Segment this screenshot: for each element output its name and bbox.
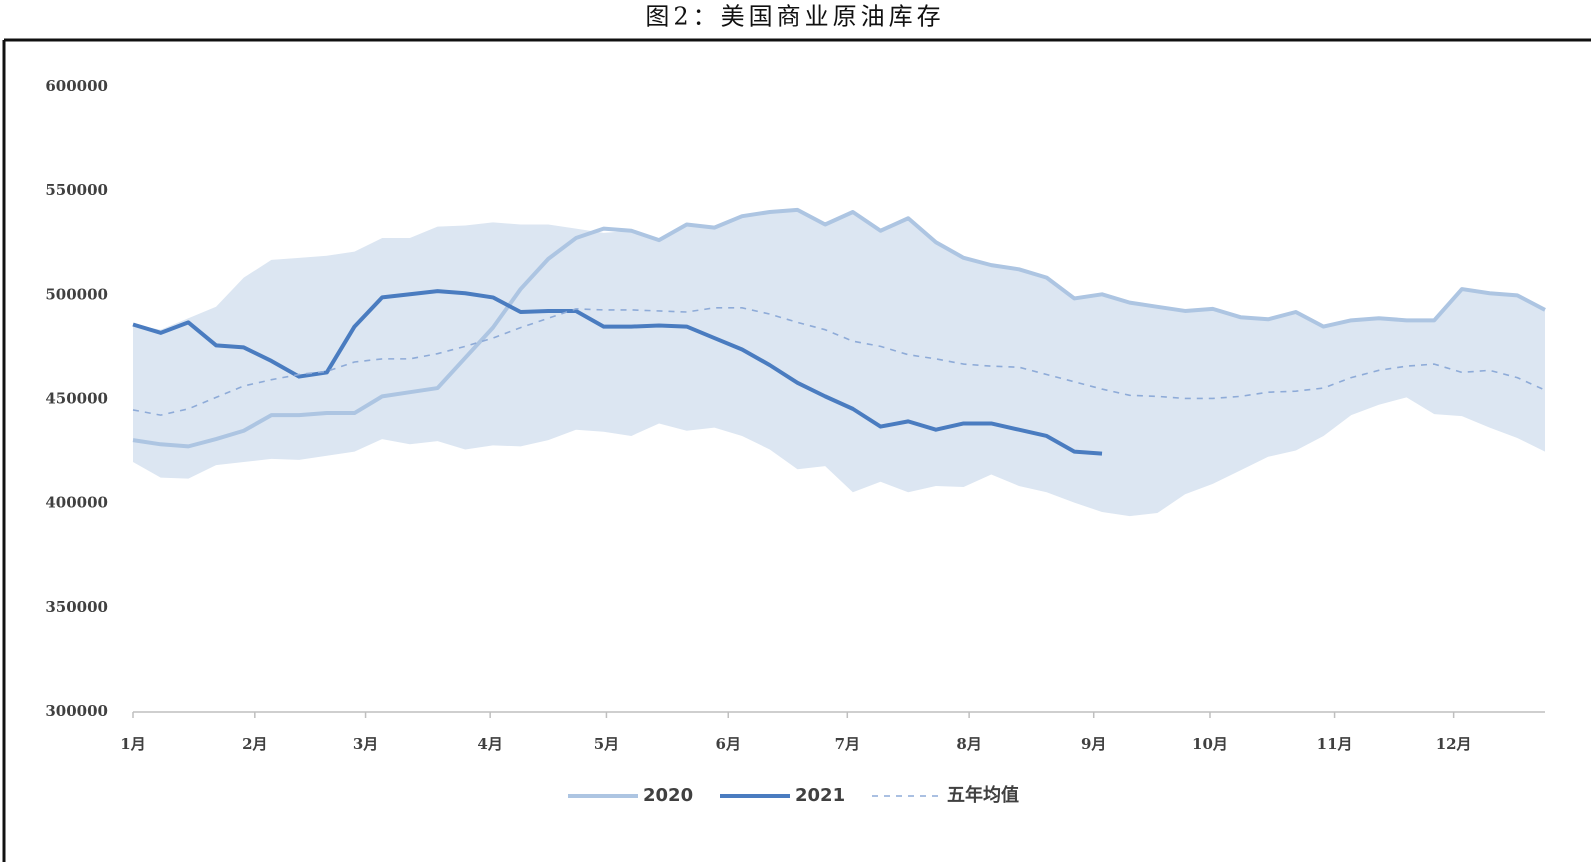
x-tick-label: 2月	[242, 735, 267, 753]
x-tick-label: 9月	[1081, 735, 1106, 753]
chart-title: 图2：美国商业原油库存	[645, 3, 944, 31]
x-tick-label: 5月	[594, 735, 619, 753]
legend-label: 2020	[643, 785, 693, 806]
y-tick-label: 600000	[45, 77, 108, 95]
x-tick-label: 12月	[1436, 735, 1472, 753]
y-tick-label: 350000	[45, 598, 108, 616]
x-tick-label: 6月	[716, 735, 741, 753]
y-tick-label: 500000	[45, 285, 108, 303]
x-tick-label: 3月	[353, 735, 378, 753]
range-band	[133, 209, 1545, 517]
legend-label: 五年均值	[947, 784, 1019, 806]
x-tick-label: 1月	[120, 735, 145, 753]
x-tick-label: 7月	[835, 735, 860, 753]
series-line	[132, 207, 1546, 449]
y-tick-label: 400000	[45, 494, 108, 512]
x-tick-label: 11月	[1317, 735, 1353, 753]
x-tick-label: 4月	[477, 735, 502, 753]
legend-label: 2021	[795, 785, 845, 806]
y-tick-label: 300000	[45, 702, 108, 720]
x-tick-label: 10月	[1192, 735, 1228, 753]
y-tick-label: 450000	[45, 390, 108, 408]
series-line	[132, 289, 1103, 456]
series-line	[132, 307, 1546, 416]
y-tick-label: 550000	[45, 181, 108, 199]
x-tick-label: 8月	[956, 735, 981, 753]
